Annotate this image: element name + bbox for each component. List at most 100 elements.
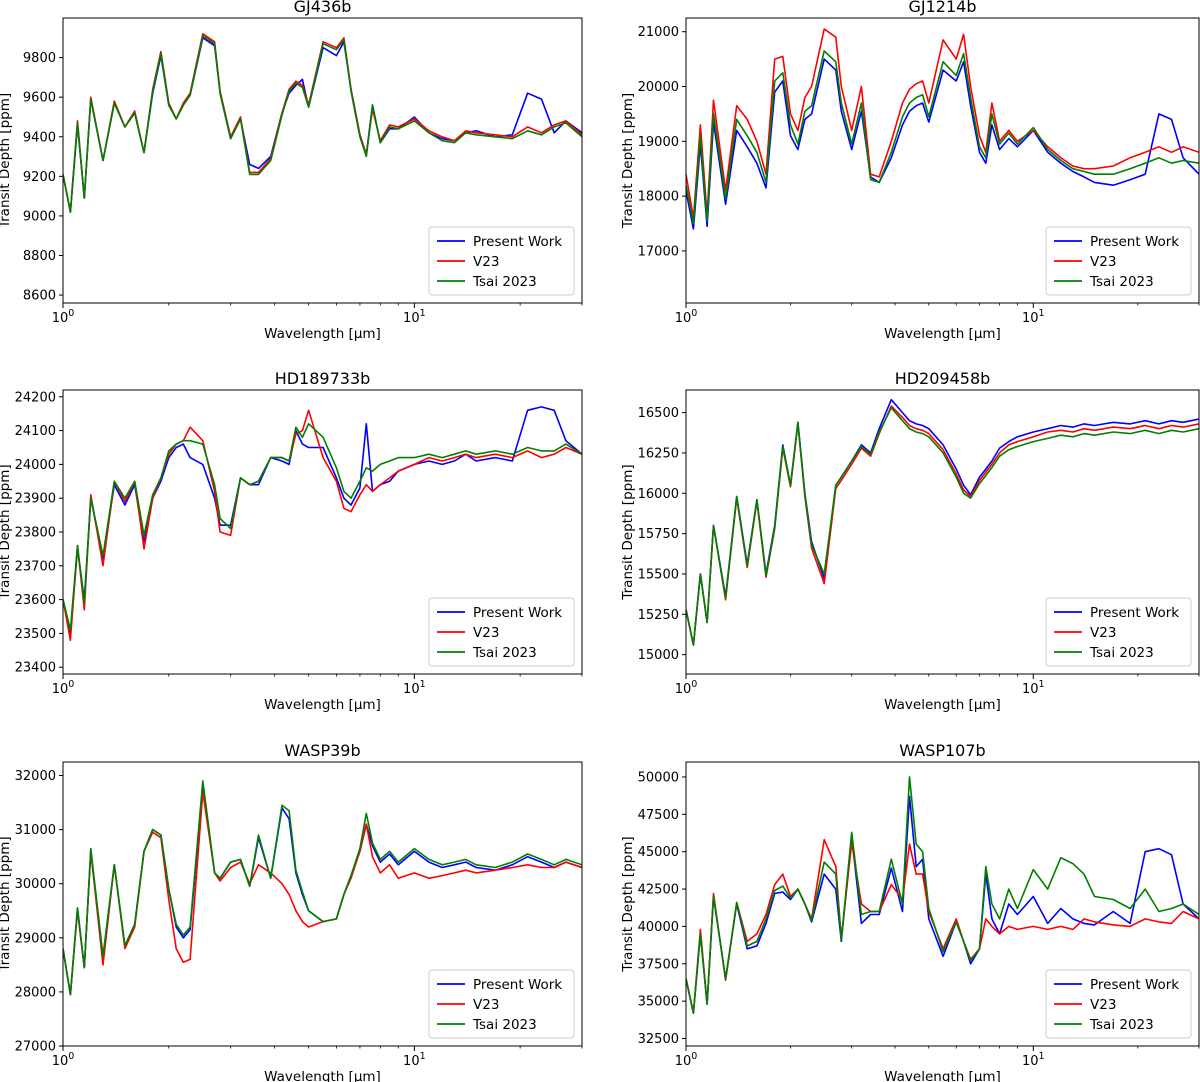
- series-line-present: [686, 58, 1199, 230]
- y-axis-label: Transit Depth [ppm]: [0, 836, 13, 972]
- x-axis-label: Wavelength [μm]: [884, 697, 1001, 713]
- legend-frame: [1045, 969, 1192, 1039]
- legend-label: Present Work: [473, 234, 562, 250]
- y-tick-label: 16000: [638, 487, 679, 502]
- legend-label: Present Work: [473, 605, 562, 621]
- y-tick-label: 24100: [15, 424, 56, 439]
- legend: Present Work V23 Tsai 2023: [428, 969, 575, 1039]
- chart-title: HD209458b: [895, 369, 991, 388]
- series-group: [686, 398, 1199, 646]
- series-line-present: [63, 785, 582, 996]
- y-tick-label: 9600: [23, 91, 56, 106]
- series-line-tsai: [63, 780, 582, 996]
- y-tick-label: 24000: [15, 458, 56, 473]
- legend: Present Work V23 Tsai 2023: [1045, 226, 1192, 296]
- y-axis-label: Transit Depth [ppm]: [0, 464, 13, 600]
- chart-title: GJ436b: [294, 0, 352, 16]
- legend: Present Work V23 Tsai 2023: [428, 597, 575, 667]
- legend-label: Tsai 2023: [472, 274, 537, 290]
- y-tick-label: 9000: [23, 209, 56, 224]
- chart-panel-gj1214b: GJ1214b 17000 18000 19000 20000 21000 100 101 Wa…: [620, 0, 1200, 342]
- y-tick-label: 9400: [23, 130, 56, 145]
- series-line-v23: [63, 790, 582, 996]
- x-tick-label: 100: [52, 1051, 75, 1069]
- y-tick-label: 40000: [638, 920, 679, 935]
- y-tick-label: 28000: [15, 985, 56, 1000]
- series-group: [686, 776, 1199, 1014]
- x-tick-label: 101: [403, 1051, 426, 1069]
- y-tick-label: 23400: [15, 661, 56, 676]
- chart-title: WASP107b: [899, 741, 985, 760]
- chart-panel-wasp39b: WASP39b 27000 28000 29000 30000 31000 32000 100…: [0, 741, 583, 1082]
- series-line-present: [63, 36, 582, 213]
- legend-frame: [1045, 226, 1192, 296]
- axes-frame: [685, 17, 1200, 304]
- chart-panel-hd209458b: HD209458b 15000 15250 15500 15750 16000 16250 1…: [620, 369, 1200, 713]
- y-tick-label: 50000: [638, 770, 679, 785]
- legend: Present Work V23 Tsai 2023: [1045, 969, 1192, 1039]
- chart-panel-wasp107b: WASP107b 32500 35000 37500 40000 42500 45000 47…: [620, 741, 1200, 1082]
- legend-label: V23: [1090, 997, 1116, 1013]
- x-axis-label: Wavelength [μm]: [264, 697, 381, 713]
- y-tick-label: 15250: [638, 608, 679, 623]
- y-tick-label: 23800: [15, 526, 56, 541]
- series-group: [63, 780, 582, 996]
- y-tick-label: 9200: [23, 170, 56, 185]
- legend-frame: [428, 597, 575, 667]
- y-tick-label: 23500: [15, 627, 56, 642]
- series-group: [63, 32, 582, 213]
- y-tick-label: 9800: [23, 51, 56, 66]
- y-tick-label: 23700: [15, 559, 56, 574]
- legend-frame: [428, 969, 575, 1039]
- y-tick-label: 19000: [638, 135, 679, 150]
- y-tick-label: 29000: [15, 931, 56, 946]
- series-line-v23: [686, 838, 1199, 1014]
- legend: Present Work V23 Tsai 2023: [1045, 597, 1192, 667]
- series-line-tsai: [686, 776, 1199, 1014]
- chart-title: HD189733b: [275, 369, 371, 388]
- series-line-v23: [63, 32, 582, 213]
- x-tick-label: 100: [52, 679, 75, 697]
- x-tick-label: 101: [1022, 679, 1045, 697]
- legend-label: Tsai 2023: [472, 645, 537, 661]
- axes-frame: [62, 761, 583, 1047]
- y-tick-label: 20000: [638, 80, 679, 95]
- x-axis-label: Wavelength [μm]: [884, 1069, 1001, 1082]
- y-axis-label: Transit Depth [ppm]: [620, 836, 636, 972]
- x-axis-label: Wavelength [μm]: [264, 1069, 381, 1082]
- y-axis-label: Transit Depth [ppm]: [0, 93, 13, 229]
- y-tick-label: 17000: [638, 244, 679, 259]
- x-tick-label: 101: [1022, 1051, 1045, 1069]
- y-tick-label: 15750: [638, 527, 679, 542]
- axes-frame: [685, 389, 1200, 675]
- series-line-tsai: [63, 422, 582, 631]
- legend-label: V23: [1090, 254, 1116, 270]
- y-tick-label: 42500: [638, 883, 679, 898]
- y-tick-label: 8600: [23, 289, 56, 304]
- legend: Present Work V23 Tsai 2023: [428, 226, 575, 296]
- y-tick-label: 21000: [638, 25, 679, 40]
- series-line-tsai: [686, 50, 1199, 225]
- y-tick-label: 30000: [15, 877, 56, 892]
- legend-label: Tsai 2023: [1089, 1017, 1154, 1033]
- legend-label: Present Work: [1090, 234, 1179, 250]
- y-tick-label: 18000: [638, 190, 679, 205]
- y-tick-label: 23600: [15, 593, 56, 608]
- x-tick-label: 100: [675, 679, 698, 697]
- axes-frame: [62, 17, 583, 304]
- legend-label: V23: [1090, 625, 1116, 641]
- legend-frame: [1045, 597, 1192, 667]
- y-tick-label: 15000: [638, 648, 679, 663]
- legend-label: V23: [473, 254, 499, 270]
- legend-label: Tsai 2023: [1089, 274, 1154, 290]
- legend-label: Tsai 2023: [472, 1017, 537, 1033]
- y-tick-label: 8800: [23, 249, 56, 264]
- x-tick-label: 101: [1022, 308, 1045, 326]
- y-tick-label: 32000: [15, 769, 56, 784]
- series-line-tsai: [686, 406, 1199, 646]
- series-line-present: [686, 795, 1199, 1014]
- y-axis-label: Transit Depth [ppm]: [620, 93, 636, 229]
- legend-label: Present Work: [473, 977, 562, 993]
- y-tick-label: 16500: [638, 406, 679, 421]
